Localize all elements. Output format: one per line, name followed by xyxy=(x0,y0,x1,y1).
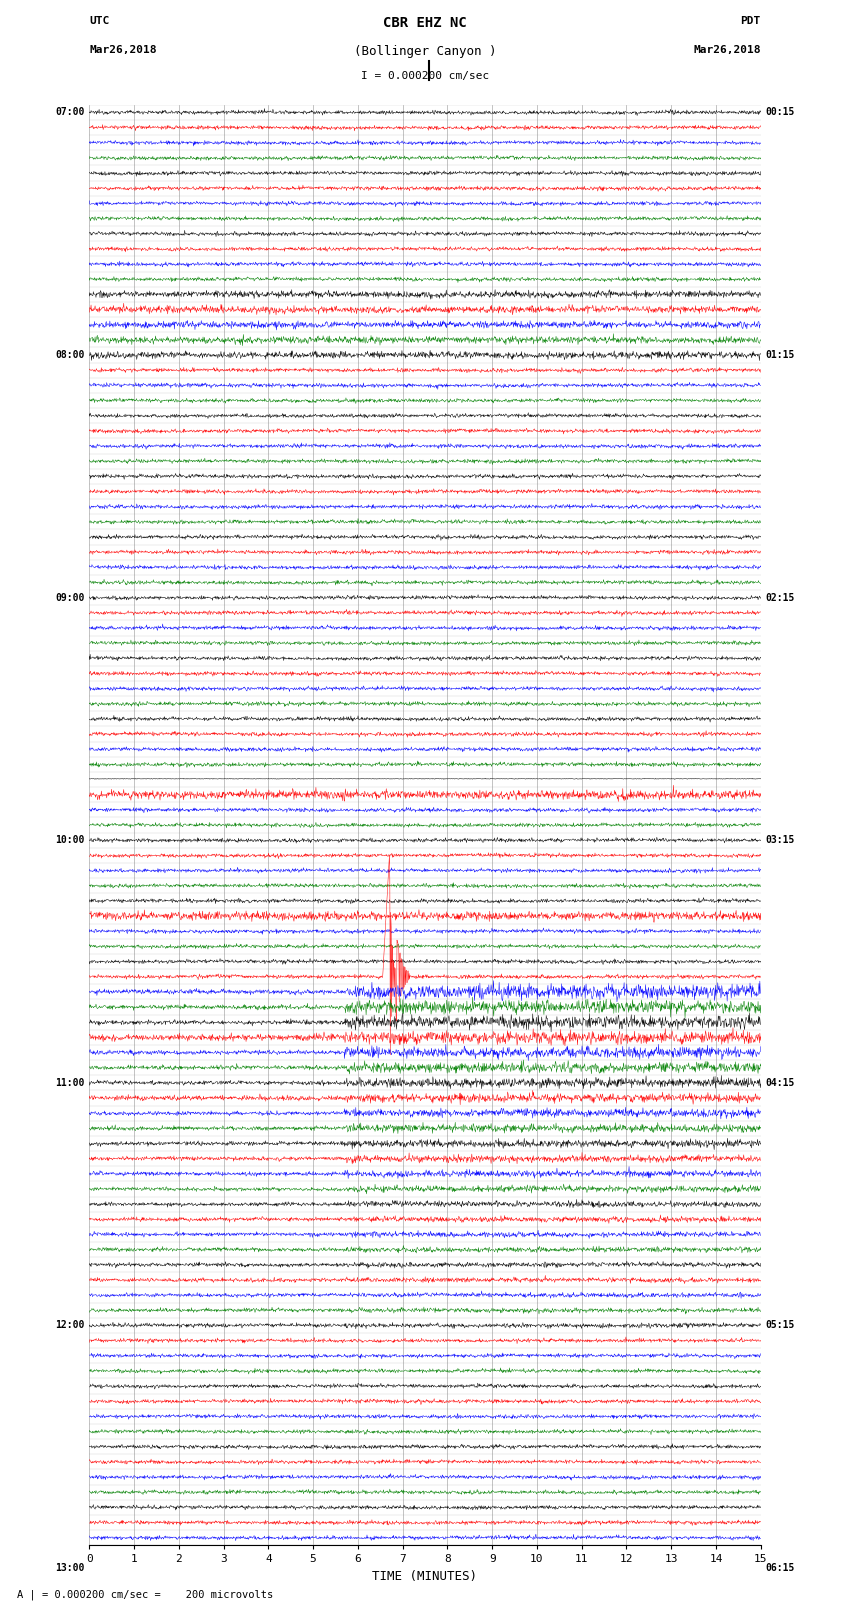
Text: 06:15: 06:15 xyxy=(765,1563,795,1573)
Text: A | = 0.000200 cm/sec =    200 microvolts: A | = 0.000200 cm/sec = 200 microvolts xyxy=(17,1589,273,1600)
Text: 04:15: 04:15 xyxy=(765,1077,795,1087)
Text: 11:00: 11:00 xyxy=(55,1077,85,1087)
Text: Mar26,2018: Mar26,2018 xyxy=(89,45,156,55)
Text: 09:00: 09:00 xyxy=(55,592,85,603)
Text: 03:15: 03:15 xyxy=(765,836,795,845)
X-axis label: TIME (MINUTES): TIME (MINUTES) xyxy=(372,1569,478,1582)
Text: CBR EHZ NC: CBR EHZ NC xyxy=(383,16,467,29)
Text: Mar26,2018: Mar26,2018 xyxy=(694,45,761,55)
Text: 12:00: 12:00 xyxy=(55,1321,85,1331)
Text: PDT: PDT xyxy=(740,16,761,26)
Text: 07:00: 07:00 xyxy=(55,108,85,118)
Text: 00:15: 00:15 xyxy=(765,108,795,118)
Text: (Bollinger Canyon ): (Bollinger Canyon ) xyxy=(354,45,496,58)
Text: 05:15: 05:15 xyxy=(765,1321,795,1331)
Text: 01:15: 01:15 xyxy=(765,350,795,360)
Text: 13:00: 13:00 xyxy=(55,1563,85,1573)
Text: I = 0.000200 cm/sec: I = 0.000200 cm/sec xyxy=(361,71,489,81)
Text: 10:00: 10:00 xyxy=(55,836,85,845)
Text: 08:00: 08:00 xyxy=(55,350,85,360)
Text: UTC: UTC xyxy=(89,16,110,26)
Text: 02:15: 02:15 xyxy=(765,592,795,603)
